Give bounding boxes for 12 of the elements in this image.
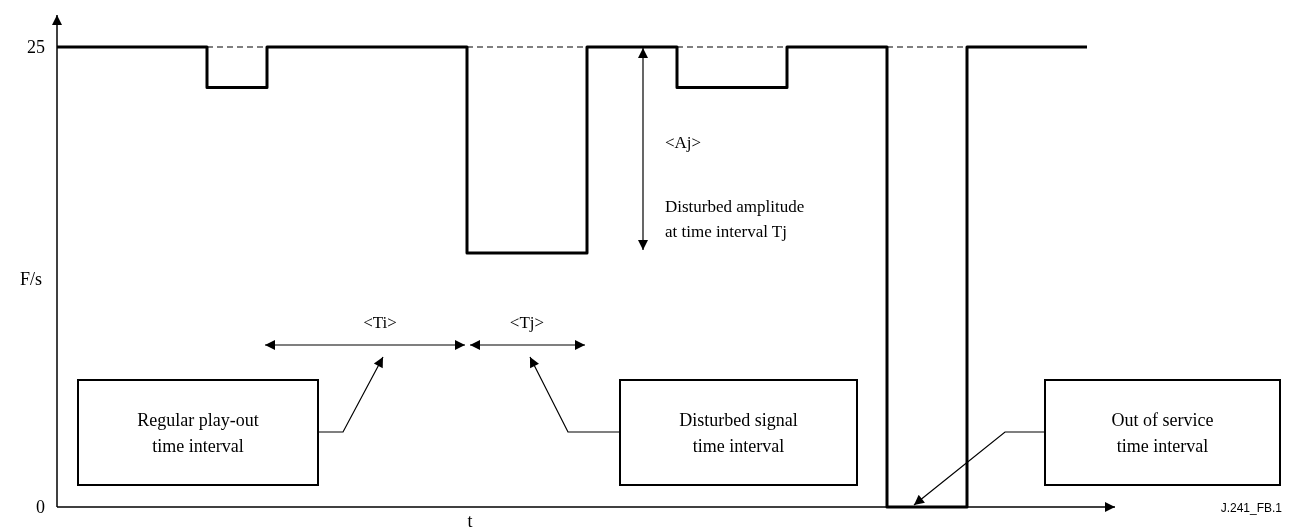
annotation: <Aj>: [665, 133, 702, 152]
y-tick-label: 25: [27, 37, 45, 58]
annotation: Disturbed amplitude at time interval Tj: [665, 197, 805, 241]
annotation: Regular play-out time interval: [137, 410, 259, 456]
annotation: Disturbed signal time interval: [679, 410, 798, 456]
x-axis-title: t: [467, 511, 473, 531]
text: Out of service time interval: [1111, 410, 1214, 456]
annotation: <Tj>: [509, 313, 545, 332]
annotation: <Ti>: [363, 313, 397, 332]
y-axis-title: F/s: [19, 269, 42, 289]
text: J.241_FB.1: [1220, 501, 1283, 515]
y-tick-label: 0: [36, 497, 45, 518]
